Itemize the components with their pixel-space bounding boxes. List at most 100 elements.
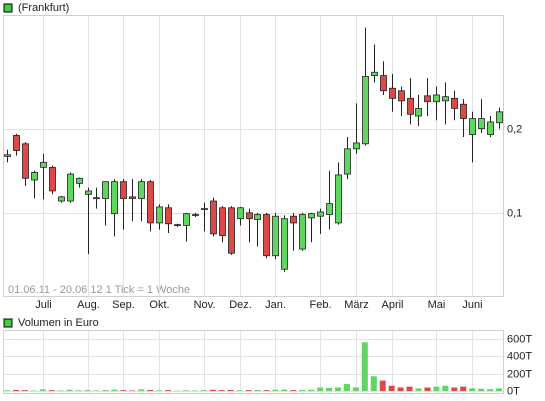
volume-bar [272,389,279,391]
x-tick-label: Okt. [149,299,169,311]
candle-body [129,196,136,199]
candle-body [4,154,11,157]
volume-bar [147,389,154,391]
y-tick-label: 600T [507,333,532,345]
legend-label: Volumen in Euro [18,317,99,329]
candle-body [442,96,449,102]
candle-body [496,111,503,124]
volume-bar [442,385,449,391]
volume-bar [227,389,234,391]
y-tick-label: 0T [507,385,520,397]
y-tick-label: 200T [507,368,532,380]
candle-body [49,166,56,192]
x-tick-label: Sep. [112,299,135,311]
volume-bar [433,386,440,391]
x-tick-label: Juni [462,299,482,311]
candle-body [433,94,440,103]
candle-body [219,207,226,236]
volume-bar [406,386,413,391]
candle-body [174,224,181,227]
volume-bar [469,388,476,391]
volume-bar [379,380,386,391]
candle-body [335,174,342,224]
volume-bar [388,385,395,391]
candle-body [58,196,65,202]
candle-body [156,206,163,224]
candle-body [460,103,467,119]
candle-body [210,200,217,235]
candle-body [299,214,306,250]
candle-body [93,197,100,200]
volume-bar [182,390,189,391]
legend-swatch [3,318,13,328]
candle-body [120,181,127,199]
candle-body [415,108,422,117]
candle-body [237,207,244,220]
candle-body [407,97,414,115]
candle-body [451,97,458,109]
x-tick-label: Juli [35,299,52,311]
candle-body [85,190,92,195]
x-tick-label: Jan. [265,299,286,311]
volume-bar [397,387,404,391]
candle-body [326,203,333,215]
candle-body [389,87,396,99]
volume-bar [254,389,261,391]
volume-bar [209,389,216,391]
candle-body [371,71,378,77]
candle-body [353,142,360,150]
plot-frame [3,330,504,394]
volume-bar [156,390,163,391]
x-tick-label: Feb. [309,299,331,311]
candle-body [138,181,145,199]
volume-bar [361,342,368,391]
volume-bar [75,390,82,391]
x-tick-label: Mai [428,299,446,311]
annotation: 01.06.11 - 20.06.12 1 Tick = 1 Woche [8,284,190,296]
volume-bar [120,390,127,391]
volume-bar [326,387,333,391]
candle-body [272,215,279,257]
candle-body [111,181,118,215]
volume-bar [200,390,207,391]
candle-body [308,213,315,219]
candle-body [246,212,253,220]
candle-body [192,214,199,216]
volume-bar [496,388,502,391]
candle-body [290,215,297,224]
volume-bar [218,390,225,391]
candle-body [67,173,74,202]
volume-bar [66,389,73,391]
volume-bar [84,390,91,391]
volume-bar [478,388,485,391]
volume-bar [281,389,288,391]
volume-bar [263,390,270,391]
volume-bar [12,389,19,391]
candle-body [469,118,476,135]
volume-bar [487,389,494,391]
x-tick-label: April [381,299,403,311]
volume-bar [317,387,324,391]
volume-bar [299,389,306,391]
volume-bar [451,387,458,391]
candle-body [362,76,369,145]
volume-bar [352,387,359,391]
candle-body [228,207,235,254]
candle-body [165,207,172,225]
volume-bar [57,390,64,391]
volume-bar [191,390,198,391]
candle-body [102,181,109,199]
x-tick-label: Nov. [194,299,216,311]
candle-body [183,213,190,226]
x-tick-label: Dez. [229,299,252,311]
candle-body [31,172,38,181]
y-tick-label: 0,2 [507,123,522,135]
volume-bar [308,389,315,391]
candle-body [380,75,387,92]
candle-body [317,211,324,217]
volume-bar [93,390,100,391]
volume-bar [102,389,109,391]
volume-bar [290,390,297,391]
candle-body [424,95,431,103]
candle-body [263,214,270,257]
